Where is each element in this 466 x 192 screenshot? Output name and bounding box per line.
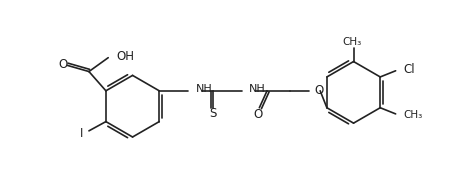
Text: O: O: [58, 58, 68, 71]
Text: O: O: [315, 84, 324, 97]
Text: NH: NH: [249, 84, 266, 94]
Text: CH₃: CH₃: [404, 110, 423, 120]
Text: OH: OH: [116, 50, 135, 63]
Text: NH: NH: [195, 84, 212, 94]
Text: S: S: [209, 107, 217, 120]
Text: O: O: [253, 108, 262, 121]
Text: Cl: Cl: [404, 63, 415, 76]
Text: CH₃: CH₃: [343, 36, 362, 46]
Text: I: I: [80, 127, 83, 140]
